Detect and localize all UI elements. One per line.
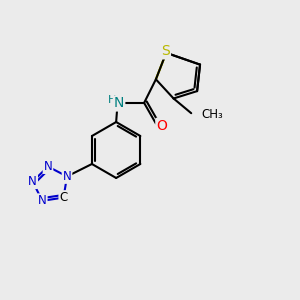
Text: N: N — [63, 170, 71, 183]
Text: N: N — [38, 194, 47, 207]
Text: N: N — [114, 97, 124, 110]
Text: CH₃: CH₃ — [202, 108, 223, 121]
Text: C: C — [59, 191, 68, 204]
Text: N: N — [28, 175, 37, 188]
Text: O: O — [156, 119, 167, 133]
Text: N: N — [44, 160, 52, 173]
Text: H: H — [108, 95, 116, 105]
Text: S: S — [161, 44, 170, 58]
